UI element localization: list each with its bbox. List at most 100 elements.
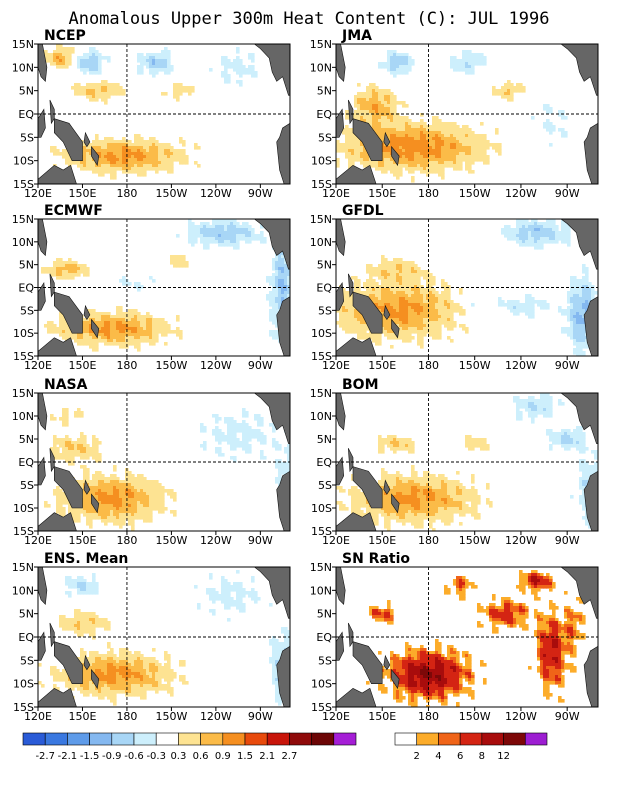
field-cell bbox=[357, 146, 361, 150]
field-cell bbox=[387, 264, 391, 268]
field-cell bbox=[429, 125, 433, 129]
field-cell bbox=[498, 92, 502, 96]
panel-title: ECMWF bbox=[44, 203, 103, 219]
field-cell bbox=[98, 324, 102, 328]
field-cell bbox=[543, 225, 547, 229]
field-cell bbox=[251, 234, 255, 238]
field-cell bbox=[176, 255, 180, 259]
field-cell bbox=[366, 333, 370, 337]
field-cell bbox=[381, 89, 385, 93]
field-cell bbox=[411, 279, 415, 283]
field-cell bbox=[230, 444, 234, 448]
field-cell bbox=[459, 137, 463, 141]
field-cell bbox=[396, 288, 400, 292]
field-cell bbox=[429, 306, 433, 310]
field-cell bbox=[152, 74, 156, 78]
field-cell bbox=[104, 324, 108, 328]
field-cell bbox=[77, 339, 81, 343]
field-cell bbox=[83, 86, 87, 90]
field-cell bbox=[342, 321, 346, 325]
field-cell bbox=[86, 92, 90, 96]
field-cell bbox=[155, 486, 159, 490]
field-cell bbox=[95, 471, 99, 475]
field-cell bbox=[468, 149, 472, 153]
field-cell bbox=[339, 321, 343, 325]
field-cell bbox=[429, 146, 433, 150]
field-cell bbox=[555, 234, 559, 238]
field-cell bbox=[390, 297, 394, 301]
field-cell bbox=[414, 155, 418, 159]
field-cell bbox=[582, 330, 586, 334]
field-cell bbox=[158, 164, 162, 168]
field-cell bbox=[47, 330, 51, 334]
field-cell bbox=[399, 276, 403, 280]
field-cell bbox=[468, 146, 472, 150]
field-cell bbox=[107, 92, 111, 96]
field-cell bbox=[110, 477, 114, 481]
field-cell bbox=[420, 270, 424, 274]
field-cell bbox=[435, 315, 439, 319]
field-cell bbox=[95, 146, 99, 150]
field-cell bbox=[573, 306, 577, 310]
field-cell bbox=[62, 47, 66, 51]
field-cell bbox=[390, 137, 394, 141]
field-cell bbox=[414, 137, 418, 141]
field-cell bbox=[408, 131, 412, 135]
field-cell bbox=[396, 294, 400, 298]
field-cell bbox=[101, 330, 105, 334]
field-cell bbox=[89, 318, 93, 322]
field-cell bbox=[444, 282, 448, 286]
field-cell bbox=[182, 140, 186, 144]
field-cell bbox=[393, 56, 397, 60]
field-cell bbox=[459, 65, 463, 69]
field-cell bbox=[594, 291, 598, 295]
field-cell bbox=[399, 122, 403, 126]
field-cell bbox=[182, 261, 186, 265]
field-cell bbox=[507, 234, 511, 238]
field-cell bbox=[402, 146, 406, 150]
field-cell bbox=[284, 468, 288, 472]
field-cell bbox=[230, 234, 234, 238]
field-cell bbox=[104, 146, 108, 150]
field-cell bbox=[59, 495, 63, 499]
field-cell bbox=[272, 312, 276, 316]
field-cell bbox=[104, 143, 108, 147]
field-cell bbox=[104, 167, 108, 171]
field-cell bbox=[384, 62, 388, 66]
field-cell bbox=[167, 152, 171, 156]
field-cell bbox=[95, 339, 99, 343]
field-cell bbox=[104, 98, 108, 102]
field-cell bbox=[552, 125, 556, 129]
field-cell bbox=[149, 333, 153, 337]
field-cell bbox=[89, 47, 93, 51]
field-cell bbox=[140, 164, 144, 168]
field-cell bbox=[131, 483, 135, 487]
field-cell bbox=[62, 56, 66, 60]
field-cell bbox=[56, 330, 60, 334]
field-cell bbox=[221, 240, 225, 244]
field-cell bbox=[272, 429, 276, 433]
field-cell bbox=[206, 240, 210, 244]
field-cell bbox=[387, 119, 391, 123]
field-cell bbox=[513, 234, 517, 238]
field-cell bbox=[245, 450, 249, 454]
land-polygon bbox=[83, 131, 91, 148]
land-polygon bbox=[554, 219, 598, 270]
field-cell bbox=[423, 297, 427, 301]
field-cell bbox=[146, 333, 150, 337]
field-cell bbox=[80, 456, 84, 460]
field-cell bbox=[585, 297, 589, 301]
field-cell bbox=[149, 492, 153, 496]
field-cell bbox=[546, 237, 550, 241]
field-cell bbox=[441, 312, 445, 316]
field-cell bbox=[149, 137, 153, 141]
field-cell bbox=[86, 501, 90, 505]
field-cell bbox=[564, 327, 568, 331]
field-cell bbox=[399, 152, 403, 156]
field-cell bbox=[426, 330, 430, 334]
field-cell bbox=[582, 324, 586, 328]
field-cell bbox=[387, 68, 391, 72]
field-cell bbox=[384, 300, 388, 304]
field-cell bbox=[360, 92, 364, 96]
field-cell bbox=[393, 146, 397, 150]
